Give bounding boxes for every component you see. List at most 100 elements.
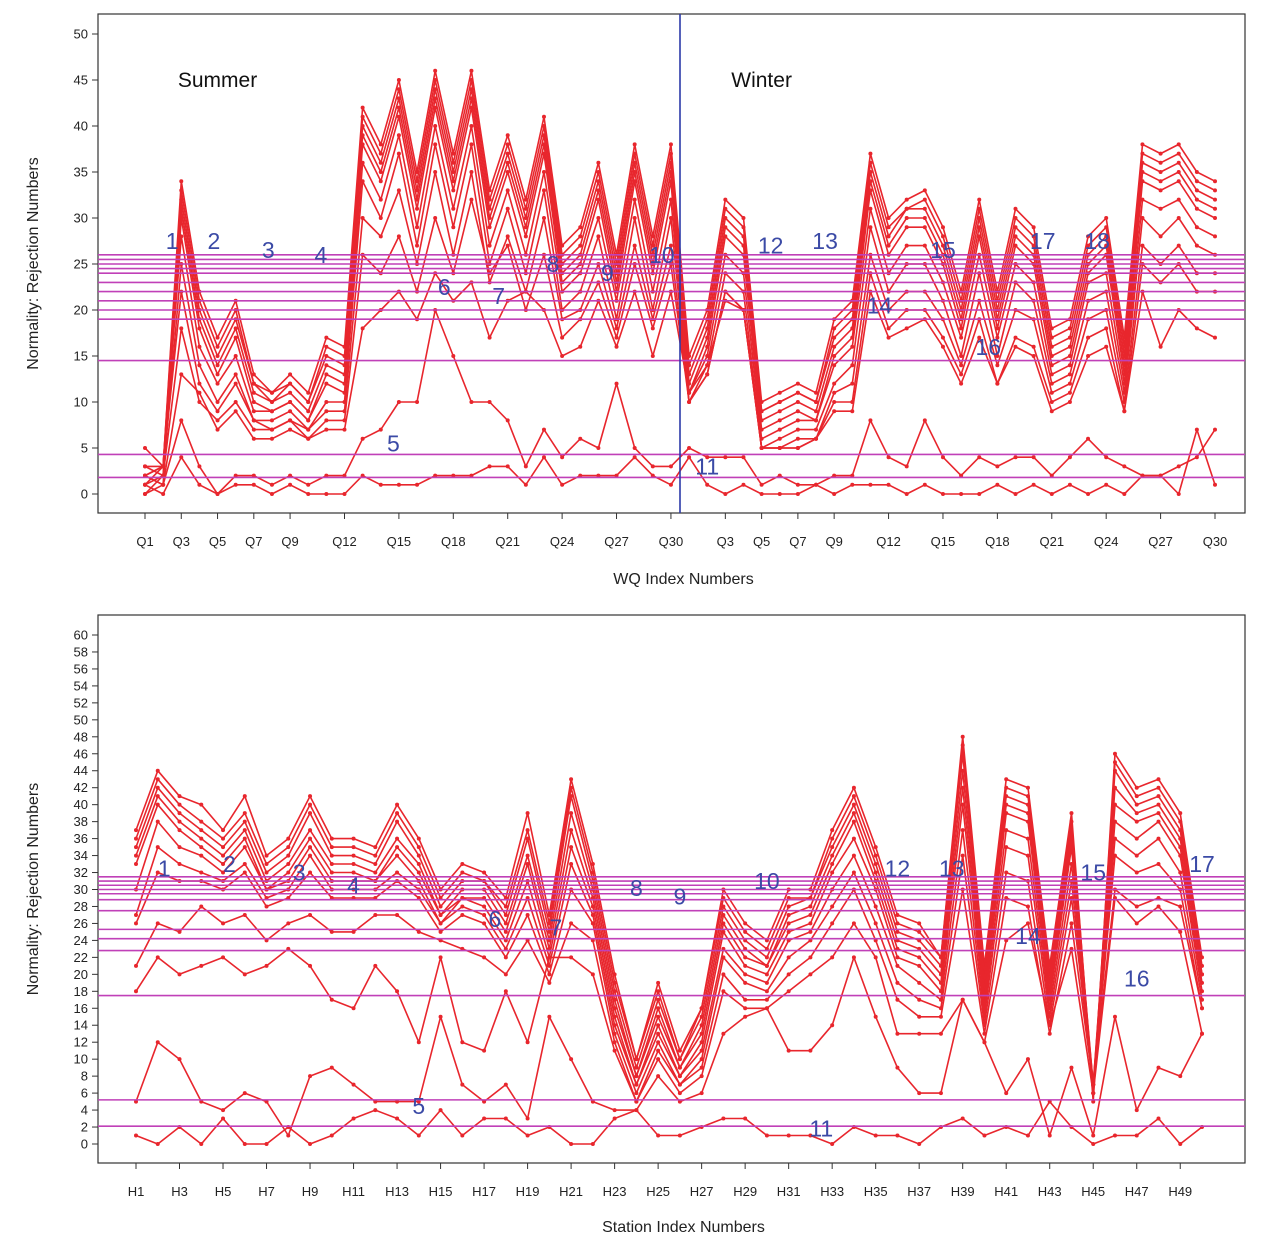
y-tick-label: 20 bbox=[74, 303, 88, 318]
data-point bbox=[487, 225, 492, 230]
data-point bbox=[242, 972, 247, 977]
data-point bbox=[1140, 243, 1145, 248]
data-point bbox=[360, 114, 365, 119]
data-point bbox=[895, 912, 900, 917]
data-point bbox=[1156, 836, 1161, 841]
data-point bbox=[1069, 845, 1074, 850]
data-point bbox=[469, 105, 474, 110]
data-point bbox=[596, 179, 601, 184]
data-point bbox=[264, 904, 269, 909]
data-point bbox=[221, 862, 226, 867]
data-point bbox=[1122, 464, 1127, 469]
data-point bbox=[541, 151, 546, 156]
data-point bbox=[1112, 853, 1117, 858]
data-point bbox=[541, 188, 546, 193]
data-point bbox=[851, 802, 856, 807]
data-point bbox=[525, 836, 530, 841]
data-point bbox=[977, 335, 982, 340]
data-point bbox=[832, 363, 837, 368]
data-point bbox=[541, 455, 546, 460]
data-point bbox=[395, 802, 400, 807]
data-point bbox=[917, 955, 922, 960]
data-point bbox=[590, 862, 595, 867]
data-point bbox=[1213, 197, 1217, 202]
series-line-3 bbox=[135, 752, 1203, 1094]
data-point bbox=[177, 802, 182, 807]
data-point bbox=[242, 836, 247, 841]
data-point bbox=[324, 492, 329, 496]
data-point bbox=[1176, 170, 1181, 174]
data-point bbox=[482, 921, 487, 926]
data-point bbox=[656, 1048, 661, 1053]
data-point bbox=[777, 427, 782, 432]
data-point bbox=[1134, 904, 1139, 909]
data-point bbox=[960, 743, 965, 748]
data-point bbox=[482, 912, 487, 917]
data-point bbox=[795, 436, 800, 441]
data-point bbox=[895, 1065, 900, 1070]
x-tick-label: H19 bbox=[516, 1184, 540, 1199]
data-point bbox=[922, 206, 927, 211]
data-point bbox=[1112, 768, 1117, 773]
data-point bbox=[886, 335, 891, 340]
x-tick-label: H25 bbox=[646, 1184, 670, 1199]
station-number-label: 14 bbox=[867, 292, 893, 318]
data-point bbox=[1178, 828, 1183, 833]
data-point bbox=[378, 216, 383, 220]
y-tick-label: 15 bbox=[74, 349, 88, 364]
data-point bbox=[1213, 216, 1217, 220]
data-point bbox=[324, 409, 329, 414]
data-point bbox=[1025, 811, 1030, 816]
data-point bbox=[329, 853, 334, 858]
data-point bbox=[233, 354, 238, 358]
data-point bbox=[179, 206, 184, 211]
data-point bbox=[324, 473, 329, 478]
data-point bbox=[1086, 492, 1091, 496]
data-point bbox=[396, 234, 401, 239]
data-point bbox=[743, 980, 748, 985]
data-point bbox=[1025, 794, 1030, 799]
data-point bbox=[469, 96, 474, 101]
station-number-label: 14 bbox=[1015, 923, 1041, 949]
data-point bbox=[741, 455, 746, 460]
data-point bbox=[1112, 760, 1117, 765]
data-point bbox=[1158, 170, 1163, 174]
data-point bbox=[1158, 234, 1163, 239]
data-point bbox=[886, 216, 891, 220]
data-point bbox=[1134, 1108, 1139, 1113]
data-point bbox=[503, 972, 508, 977]
data-point bbox=[215, 363, 220, 368]
data-point bbox=[1091, 1091, 1096, 1096]
y-tick-label: 44 bbox=[74, 763, 88, 778]
data-point bbox=[668, 179, 673, 184]
data-point bbox=[569, 811, 574, 816]
data-point bbox=[940, 225, 945, 230]
data-point bbox=[723, 216, 728, 220]
x-tick-label: H29 bbox=[733, 1184, 757, 1199]
data-point bbox=[1213, 234, 1217, 239]
data-point bbox=[705, 482, 710, 487]
data-point bbox=[324, 400, 329, 404]
data-point bbox=[1004, 811, 1009, 816]
data-point bbox=[503, 1116, 508, 1121]
data-point bbox=[438, 955, 443, 960]
data-point bbox=[177, 819, 182, 824]
data-point bbox=[795, 427, 800, 432]
data-point bbox=[764, 997, 769, 1002]
series-line-6 bbox=[135, 803, 1203, 1086]
data-point bbox=[895, 955, 900, 960]
data-point bbox=[917, 980, 922, 985]
data-point bbox=[1140, 160, 1145, 165]
data-point bbox=[832, 409, 837, 414]
data-point bbox=[721, 929, 726, 934]
data-point bbox=[590, 921, 595, 926]
data-point bbox=[1069, 811, 1074, 816]
data-point bbox=[134, 862, 138, 867]
data-point bbox=[1178, 853, 1183, 858]
data-point bbox=[525, 828, 530, 833]
data-point bbox=[759, 492, 764, 496]
data-point bbox=[306, 436, 311, 441]
data-point bbox=[505, 234, 510, 239]
data-point bbox=[1104, 216, 1109, 220]
data-point bbox=[808, 972, 813, 977]
